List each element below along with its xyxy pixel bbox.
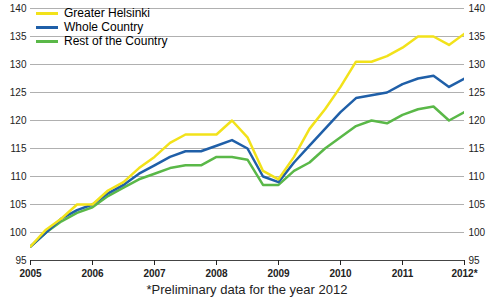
svg-text:110: 110 [469,171,485,182]
html-text:Greater Helsinki: Greater Helsinki [64,6,150,20]
svg-text:120: 120 [469,115,486,126]
svg-text:2012*: 2012* [451,268,477,279]
svg-text:2008: 2008 [205,268,228,279]
svg-text:120: 120 [10,115,27,126]
svg-text:2011: 2011 [392,268,414,279]
svg-text:130: 130 [469,59,486,70]
svg-text:135: 135 [469,31,486,42]
html-text:*Preliminary data for the year: *Preliminary data for the year 2012 [146,282,348,297]
html-text:Rest of the Country: Rest of the Country [64,34,168,48]
svg-text:125: 125 [10,87,27,98]
svg-text:2010: 2010 [329,268,352,279]
svg-text:2009: 2009 [267,268,290,279]
svg-text:105: 105 [469,199,486,210]
svg-text:140: 140 [469,3,486,14]
svg-text:2005: 2005 [19,268,42,279]
svg-text:100: 100 [10,227,27,238]
svg-text:2006: 2006 [81,268,104,279]
svg-text:130: 130 [10,59,27,70]
svg-text:135: 135 [10,31,27,42]
svg-text:95: 95 [15,255,27,266]
svg-text:95: 95 [469,255,481,266]
svg-text:140: 140 [10,3,27,14]
svg-text:110: 110 [11,171,27,182]
svg-text:115: 115 [11,143,27,154]
svg-text:105: 105 [10,199,27,210]
svg-text:100: 100 [469,227,486,238]
svg-text:115: 115 [469,143,485,154]
svg-text:2007: 2007 [143,268,166,279]
svg-text:125: 125 [469,87,486,98]
html-text:Whole Country: Whole Country [64,20,144,34]
